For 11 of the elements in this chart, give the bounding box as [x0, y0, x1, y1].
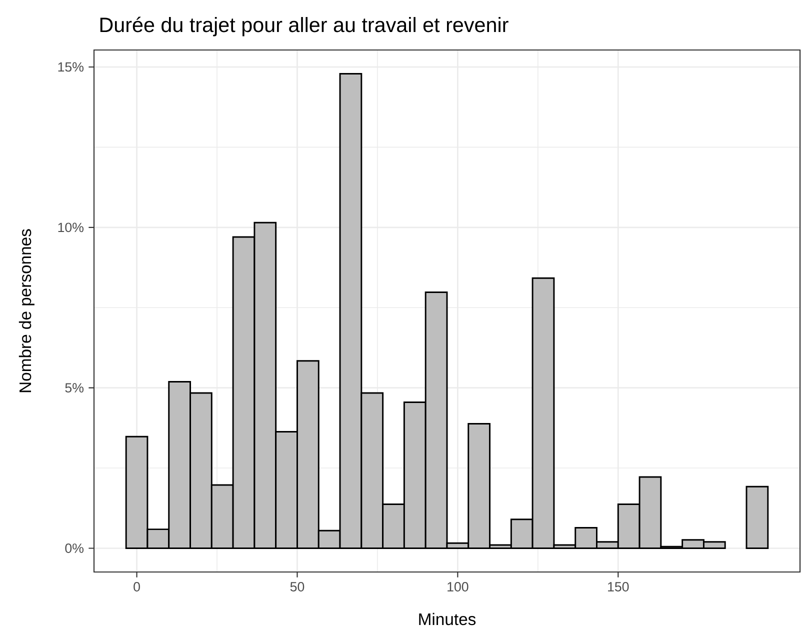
- chart-title: Durée du trajet pour aller au travail et revenir: [100, 16, 508, 36]
- x-axis-title: Minutes: [419, 612, 476, 626]
- x-tick-label: 50: [290, 582, 304, 592]
- y-tick-label: 5%: [65, 383, 84, 393]
- y-tick-label: 10%: [58, 222, 84, 232]
- x-tick-label: 0: [134, 582, 140, 592]
- y-tick-label: 0%: [65, 544, 84, 553]
- y-tick-label: 15%: [58, 62, 84, 72]
- x-tick-label: 100: [448, 582, 468, 592]
- y-axis-title: Nombre de personnes: [18, 229, 34, 392]
- x-tick-label: 150: [608, 582, 629, 592]
